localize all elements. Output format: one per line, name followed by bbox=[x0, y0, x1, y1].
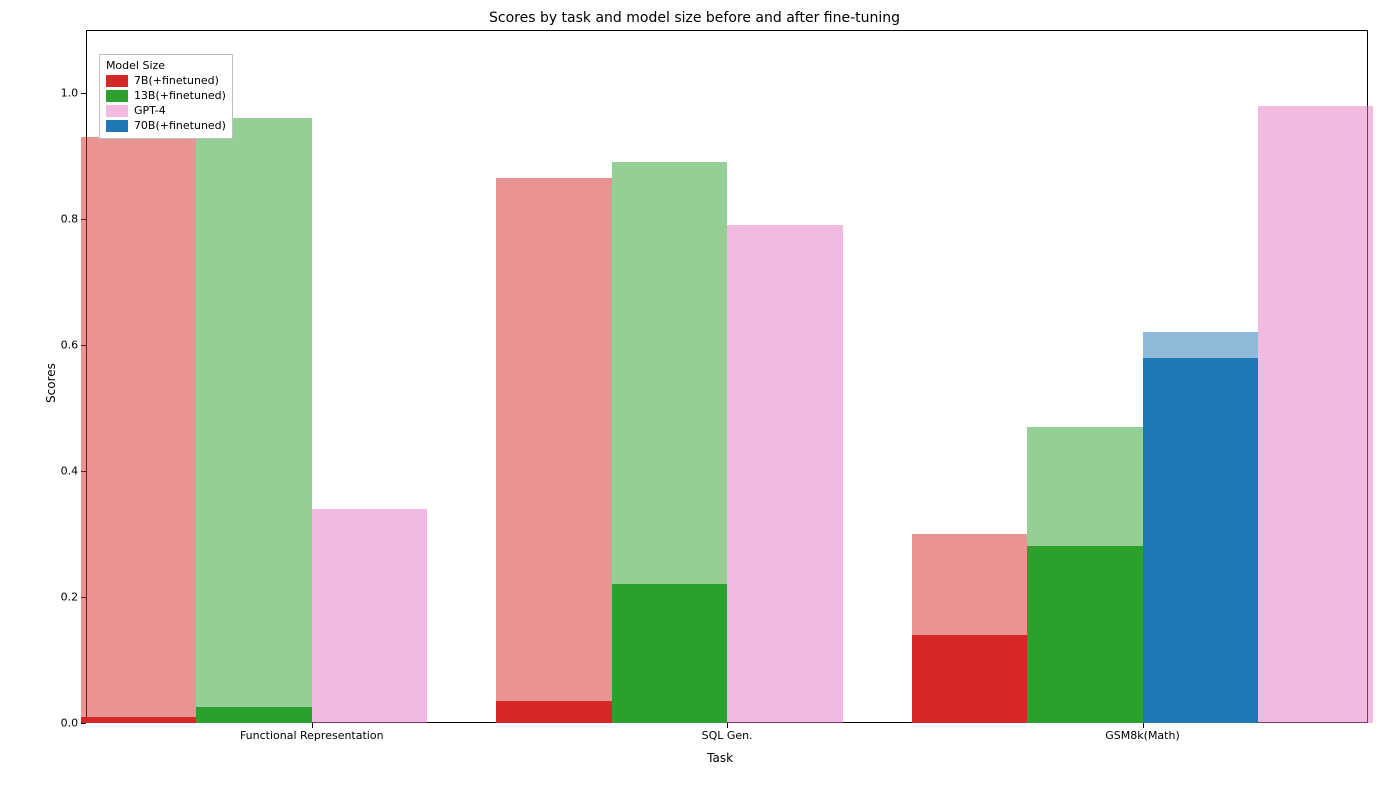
x-tick-mark bbox=[312, 723, 313, 728]
y-tick-mark bbox=[81, 723, 86, 724]
x-tick-label: GSM8k(Math) bbox=[1105, 729, 1179, 742]
legend-swatch bbox=[106, 90, 128, 102]
y-tick-label: 0.2 bbox=[61, 590, 79, 603]
legend-item: GPT-4 bbox=[106, 104, 226, 117]
legend-swatch bbox=[106, 120, 128, 132]
bar-7b_base bbox=[496, 701, 611, 723]
bar-13b_finetuned bbox=[196, 118, 311, 723]
chart-figure: Scores by task and model size before and… bbox=[0, 0, 1389, 790]
x-axis-label: Task bbox=[707, 751, 733, 765]
y-tick-label: 0.0 bbox=[61, 716, 79, 729]
bar-gpt4_gsm bbox=[1258, 106, 1373, 723]
chart-title: Scores by task and model size before and… bbox=[0, 10, 1389, 26]
y-tick-label: 0.4 bbox=[61, 464, 79, 477]
y-tick-label: 0.6 bbox=[61, 338, 79, 351]
legend-label: GPT-4 bbox=[134, 104, 166, 117]
legend-label: 70B(+finetuned) bbox=[134, 119, 226, 132]
legend-item: 13B(+finetuned) bbox=[106, 89, 226, 102]
legend: Model Size 7B(+finetuned) 13B(+finetuned)… bbox=[99, 54, 233, 139]
legend-title: Model Size bbox=[106, 59, 226, 72]
y-tick-label: 1.0 bbox=[61, 87, 79, 100]
y-axis-label: Scores bbox=[44, 363, 58, 403]
x-tick-mark bbox=[727, 723, 728, 728]
bar-13b_base bbox=[1027, 546, 1142, 722]
bar-70b_base bbox=[1143, 358, 1258, 723]
y-tick-mark bbox=[81, 93, 86, 94]
bar-7b_base bbox=[912, 635, 1027, 723]
x-tick-label: Functional Representation bbox=[240, 729, 384, 742]
bar-7b_base bbox=[81, 717, 196, 723]
bar-gpt4 bbox=[312, 509, 427, 723]
bar-13b_base bbox=[612, 584, 727, 723]
x-tick-label: SQL Gen. bbox=[702, 729, 753, 742]
y-tick-label: 0.8 bbox=[61, 212, 79, 225]
bar-13b_base bbox=[196, 707, 311, 723]
bar-7b_finetuned bbox=[81, 137, 196, 723]
legend-label: 7B(+finetuned) bbox=[134, 74, 219, 87]
legend-label: 13B(+finetuned) bbox=[134, 89, 226, 102]
bar-gpt4 bbox=[727, 225, 842, 723]
legend-swatch bbox=[106, 105, 128, 117]
legend-item: 7B(+finetuned) bbox=[106, 74, 226, 87]
bar-7b_finetuned bbox=[496, 178, 611, 723]
legend-swatch bbox=[106, 75, 128, 87]
legend-item: 70B(+finetuned) bbox=[106, 119, 226, 132]
x-tick-mark bbox=[1143, 723, 1144, 728]
